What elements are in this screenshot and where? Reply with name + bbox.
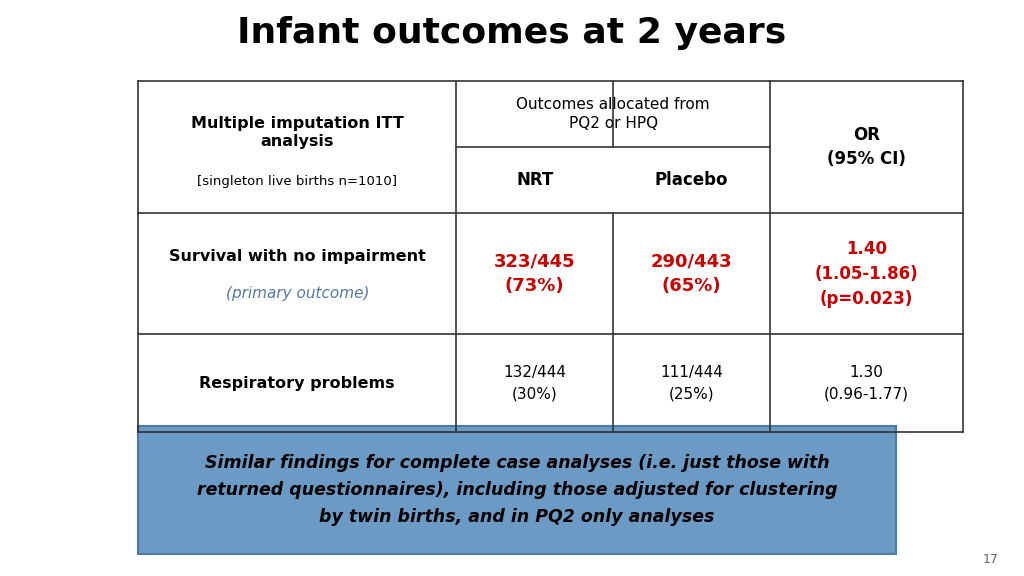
Text: Similar findings for complete case analyses (i.e. just those with
returned quest: Similar findings for complete case analy… <box>197 454 838 526</box>
Text: 17: 17 <box>982 552 998 566</box>
Text: 323/445
(73%): 323/445 (73%) <box>494 252 575 295</box>
Text: Respiratory problems: Respiratory problems <box>200 376 395 391</box>
Text: Outcomes allocated from
PQ2 or HPQ: Outcomes allocated from PQ2 or HPQ <box>516 97 710 131</box>
Text: OR
(95% CI): OR (95% CI) <box>826 126 905 168</box>
Text: Placebo: Placebo <box>654 171 728 189</box>
Text: 132/444
(30%): 132/444 (30%) <box>503 365 566 401</box>
Text: 111/444
(25%): 111/444 (25%) <box>660 365 723 401</box>
Text: 1.40
(1.05-1.86)
(p=0.023): 1.40 (1.05-1.86) (p=0.023) <box>814 240 919 308</box>
FancyBboxPatch shape <box>138 426 896 554</box>
Text: NRT: NRT <box>516 171 553 189</box>
Text: Infant outcomes at 2 years: Infant outcomes at 2 years <box>238 16 786 51</box>
Text: (primary outcome): (primary outcome) <box>225 286 369 301</box>
Text: Multiple imputation ITT
analysis: Multiple imputation ITT analysis <box>190 116 403 149</box>
Text: Survival with no impairment: Survival with no impairment <box>169 249 426 264</box>
Text: [singleton live births n=1010]: [singleton live births n=1010] <box>198 175 397 188</box>
Text: 290/443
(65%): 290/443 (65%) <box>650 252 732 295</box>
Text: 1.30
(0.96-1.77): 1.30 (0.96-1.77) <box>823 365 908 401</box>
